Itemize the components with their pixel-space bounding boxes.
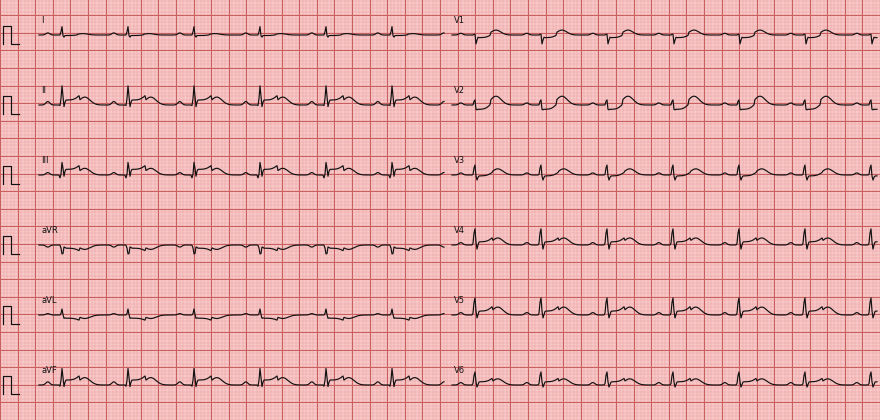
Text: III: III — [41, 156, 48, 165]
Text: V6: V6 — [454, 366, 466, 375]
Text: V3: V3 — [454, 156, 466, 165]
Text: V2: V2 — [454, 87, 465, 95]
Text: V1: V1 — [454, 16, 465, 25]
Text: aVL: aVL — [41, 297, 56, 305]
Text: aVR: aVR — [41, 226, 58, 235]
Text: aVF: aVF — [41, 366, 56, 375]
Text: II: II — [41, 87, 46, 95]
Text: V5: V5 — [454, 297, 465, 305]
Text: I: I — [41, 16, 43, 25]
Text: V4: V4 — [454, 226, 465, 235]
